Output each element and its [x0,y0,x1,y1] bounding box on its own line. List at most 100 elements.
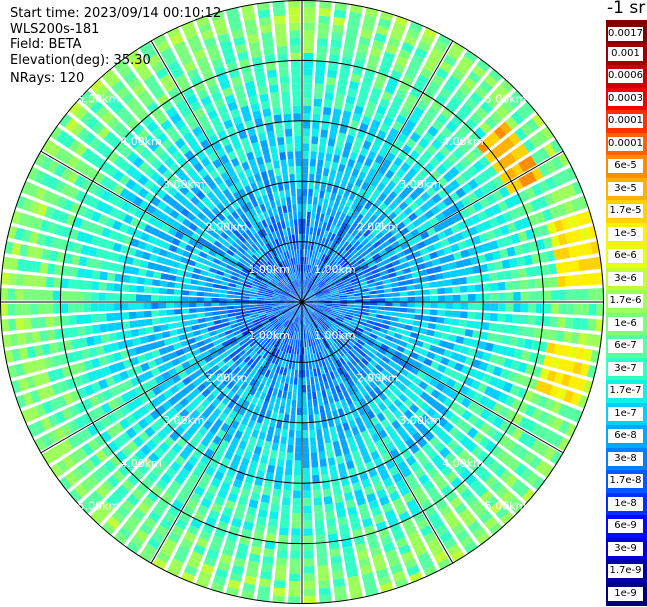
radar-gate-cell [171,374,182,384]
radar-gate-cell [524,404,536,418]
radar-gate-cell [272,0,285,9]
radar-gate-cell [333,9,347,19]
radar-gate-cell [347,226,355,235]
radar-gate-cell [280,307,289,312]
radar-gate-cell [280,306,288,309]
radar-gate-cell [423,237,433,246]
radar-gate-cell [86,474,99,488]
radar-gate-cell [243,450,253,460]
radar-gate-cell [386,221,396,231]
radar-gate-cell [332,201,340,211]
radar-gate-cell [90,358,101,369]
radar-gate-cell [409,131,421,143]
radar-gate-cell [230,340,239,347]
radar-gate-cell [310,330,314,339]
radar-gate-cell [265,308,273,312]
radar-gate-cell [41,343,51,356]
radar-gate-cell [212,575,227,586]
radar-gate-cell [343,280,352,286]
instrument-text: WLS200s-181 [10,22,100,37]
radar-gate-cell [439,447,451,459]
radar-gate-cell [330,310,339,314]
radar-gate-cell [393,332,403,340]
radar-gate-cell [420,191,431,202]
radar-gate-cell [84,208,95,220]
radar-gate-cell [203,297,212,302]
radar-gate-cell [316,53,327,62]
radar-gate-cell [490,292,499,301]
radar-gate-cell [268,354,275,363]
radar-gate-cell [449,457,462,470]
colorbar-tick-label: 6e-7 [608,339,643,354]
radar-gate-cell [224,143,234,154]
radar-gate-cell [488,68,503,82]
radar-gate-cell [196,537,209,549]
radar-gate-cell [134,249,144,258]
radar-gate-cell [325,372,332,381]
radar-gate-cell [332,300,340,302]
radar-gate-cell [502,211,513,223]
radar-gate-cell [373,481,384,492]
radar-gate-cell [331,479,341,489]
radar-gate-cell [302,241,305,250]
radar-gate-cell [220,244,229,253]
colorbar-tick-label: 1e-9 [608,586,643,601]
radar-gate-cell [326,76,337,86]
radar-gate-cell [236,397,245,407]
radar-gate-cell [229,461,239,471]
radar-gate-cell [306,272,310,281]
radar-gate-cell [278,144,286,153]
radar-gate-cell [380,535,393,546]
radar-gate-cell [498,303,506,312]
radar-gate-cell [131,409,143,421]
radar-gate-cell [315,259,321,268]
radar-gate-cell [121,445,133,458]
radar-gate-cell [131,488,144,501]
radar-gate-cell [173,551,187,564]
radar-gate-cell [266,261,274,269]
radar-gate-cell [120,350,130,360]
radar-gate-cell [212,18,227,29]
radar-gate-cell [187,138,199,149]
radar-gate-cell [361,238,369,247]
radar-gate-cell [244,220,253,229]
radar-gate-cell [352,481,362,492]
radar-gate-cell [494,333,504,344]
radar-gate-cell [316,306,324,309]
radar-gate-cell [461,409,473,421]
radar-gate-cell [208,51,222,62]
colorbar-segment: 3e-8 [606,447,647,471]
radar-gate-cell [537,443,550,457]
radar-gate-cell [478,232,489,243]
radar-gate-cell [226,214,235,223]
radar-gate-cell [219,310,228,315]
radar-gate-cell [93,171,105,184]
radar-gate-cell [329,46,341,56]
radar-gate-cell [322,341,329,349]
radar-gate-cell [266,251,273,260]
radar-gate-cell [67,171,79,185]
radar-gate-cell [374,422,384,433]
radar-gate-cell [376,336,385,343]
radar-gate-cell [260,100,271,110]
radar-gate-cell [273,160,280,169]
radar-gate-cell [299,256,302,265]
radar-gate-cell [335,210,342,219]
radar-gate-cell [198,221,208,231]
radar-gate-cell [565,275,574,287]
radar-gate-cell [322,288,330,293]
radar-gate-cell [367,336,376,344]
radar-gate-cell [61,183,73,197]
radar-gate-cell [317,23,330,32]
radar-gate-cell [329,354,336,363]
radar-gate-cell [271,257,278,266]
radar-gate-cell [316,352,321,361]
radar-gate-cell [186,498,198,510]
radar-gate-cell [430,302,438,309]
radar-gate-cell [307,346,310,355]
radar-gate-cell [227,194,236,204]
radar-gate-cell [496,449,509,463]
radar-gate-cell [305,354,308,363]
radar-gate-cell [292,392,297,400]
radar-gate-cell [113,58,128,72]
